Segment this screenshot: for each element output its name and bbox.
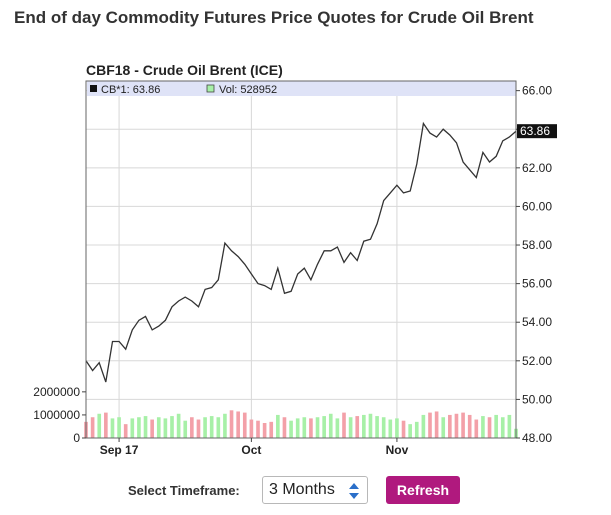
volume-bar [381, 417, 386, 438]
price-tick-label: 62.00 [522, 161, 552, 175]
price-tick-label: 58.00 [522, 238, 552, 252]
volume-bar [216, 417, 221, 438]
volume-bar [183, 420, 188, 438]
volume-bar [342, 412, 346, 438]
volume-bar [448, 414, 452, 438]
volume-bar [414, 421, 419, 438]
volume-bar [302, 417, 307, 438]
price-line [85, 121, 517, 383]
volume-bar [401, 420, 406, 438]
volume-bar [170, 416, 174, 438]
volume-bar [408, 424, 412, 438]
volume-bar [156, 417, 161, 438]
volume-bar [335, 418, 340, 438]
volume-bar [494, 414, 498, 438]
timeframe-select[interactable]: 3 Months [262, 476, 368, 504]
volume-bar [236, 411, 240, 438]
volume-bar [454, 413, 459, 438]
volume-bar [500, 417, 505, 438]
volume-bar [507, 414, 512, 438]
volume-bar [328, 413, 333, 438]
x-tick-label: Oct [241, 443, 261, 457]
volume-bar [315, 417, 320, 438]
volume-bar [137, 417, 141, 438]
volume-bar [481, 416, 485, 438]
volume-bar [90, 417, 95, 438]
volume-bar [163, 418, 168, 438]
volume-bar [249, 419, 254, 438]
price-tick-label: 56.00 [522, 277, 552, 291]
up-down-arrows-icon [349, 483, 359, 499]
volume-bar [150, 419, 154, 438]
volume-bar [97, 413, 102, 438]
volume-bar [487, 417, 492, 438]
last-price-badge [517, 124, 557, 139]
price-legend-swatch [90, 85, 97, 92]
volume-tick-label: 1000000 [33, 408, 80, 422]
last-price-label: 63.86 [520, 124, 550, 138]
volume-bar [104, 412, 108, 438]
volume-tick-label: 0 [73, 431, 80, 445]
x-tick-label: Nov [386, 443, 409, 457]
volume-bar [434, 411, 439, 438]
volume-bar [117, 417, 121, 438]
price-tick-label: 60.00 [522, 199, 552, 213]
volume-bar [276, 414, 280, 438]
volume-bar [176, 413, 181, 438]
page-heading: End of day Commodity Futures Price Quote… [14, 8, 534, 27]
volume-bar [322, 416, 326, 438]
volume-bar [461, 412, 465, 438]
volume-bar [395, 418, 399, 438]
volume-bar [262, 423, 267, 438]
volume-bar [190, 417, 194, 438]
volume-bar [467, 414, 472, 438]
volume-bar [123, 424, 128, 438]
volume-bar [348, 417, 353, 438]
chart: CBF18 - Crude Oil Brent (ICE) CB*1: 63.8… [33, 62, 557, 457]
volume-bar [441, 417, 446, 438]
volume-bar [209, 416, 214, 438]
volume-bar [388, 419, 393, 438]
price-tick-label: 52.00 [522, 354, 552, 368]
timeframe-label: Select Timeframe: [128, 483, 240, 498]
plot-frame [85, 80, 517, 439]
legend-band [87, 81, 516, 96]
volume-bar [143, 416, 148, 438]
volume-bar [282, 417, 287, 438]
refresh-button[interactable]: Refresh [386, 476, 460, 504]
volume-bar [130, 418, 135, 438]
timeframe-controls: Select Timeframe: 3 Months Refresh [0, 476, 611, 506]
volume-bar [295, 418, 300, 438]
timeframe-selected-value: 3 Months [269, 481, 335, 498]
volume-bar [474, 419, 479, 438]
volume-legend-label: Vol: 528952 [219, 84, 277, 96]
volume-bar [421, 414, 426, 438]
price-legend-label: CB*1: 63.86 [101, 84, 160, 96]
volume-bar [368, 413, 373, 438]
volume-bar [110, 418, 115, 438]
volume-bar [196, 419, 201, 438]
volume-bar [223, 413, 227, 438]
volume-bar [229, 410, 234, 438]
volume-tick-label: 2000000 [33, 385, 80, 399]
plot-area [86, 81, 516, 438]
chart-title: CBF18 - Crude Oil Brent (ICE) [86, 62, 283, 78]
price-tick-label: 50.00 [522, 392, 552, 406]
volume-bar [428, 412, 432, 438]
volume-bar [289, 420, 293, 438]
volume-bar [309, 418, 313, 438]
price-tick-label: 48.00 [522, 431, 552, 445]
volume-bar [203, 417, 207, 438]
chart-svg: CBF18 - Crude Oil Brent (ICE) CB*1: 63.8… [33, 62, 557, 457]
price-tick-label: 66.00 [522, 84, 552, 98]
volume-bar [355, 416, 360, 438]
volume-legend-swatch [206, 84, 215, 93]
volume-bar [269, 421, 274, 438]
volume-bar [362, 414, 366, 438]
volume-bar [242, 412, 247, 438]
volume-bar [375, 416, 379, 438]
x-tick-label: Sep 17 [100, 443, 139, 457]
price-tick-label: 54.00 [522, 315, 552, 329]
volume-bar [256, 420, 260, 438]
